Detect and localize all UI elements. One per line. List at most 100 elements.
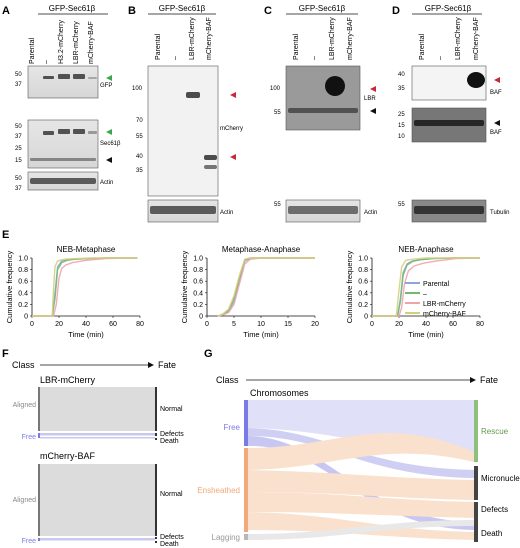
panel-b-lbr-band bbox=[186, 92, 200, 98]
panel-f-fate-label: Fate bbox=[158, 360, 176, 370]
panel-c-lane-3: LBR-mCherry bbox=[329, 17, 336, 60]
panel-d-lane-2: – bbox=[437, 56, 444, 60]
y-tick-label: 1.0 bbox=[193, 256, 203, 263]
x-tick-label: 10 bbox=[257, 321, 265, 328]
flow-ensheathed-defects bbox=[248, 492, 474, 518]
panel-c-letter: C bbox=[264, 5, 272, 17]
panel-f-plot2-fate-death: Death bbox=[160, 541, 179, 548]
panel-a-sec61-bands bbox=[30, 129, 97, 161]
y-tick-label: 0.8 bbox=[358, 267, 368, 274]
y-tick-label: 0.6 bbox=[358, 279, 368, 286]
x-axis-label: Time (min) bbox=[408, 330, 444, 339]
panel-g-title: Chromosomes bbox=[250, 388, 309, 398]
panel-c: C GFP-Sec61β Parental – LBR-mCherry mChe… bbox=[264, 4, 377, 223]
flow-ensheathed-rescue bbox=[248, 433, 474, 470]
panel-b-marker-40: 40 bbox=[136, 154, 143, 160]
y-tick-label: 0 bbox=[364, 314, 368, 321]
chart-title: NEB-Anaphase bbox=[398, 245, 454, 254]
panel-g-letter: G bbox=[204, 348, 213, 360]
y-tick-label: 0.8 bbox=[193, 267, 203, 274]
x-tick-label: 20 bbox=[311, 321, 319, 328]
y-tick-label: 0 bbox=[199, 314, 203, 321]
panel-d-lanes: Parental – LBR-mCherry mCherry-BAF bbox=[419, 17, 480, 60]
panel-d-header: GFP-Sec61β bbox=[425, 4, 472, 13]
panel-d-letter: D bbox=[392, 5, 400, 17]
panel-d-endogenous-baf-band bbox=[414, 120, 484, 126]
x-tick-label: 5 bbox=[232, 321, 236, 328]
y-axis-label: Cumulative frequency bbox=[5, 250, 14, 323]
panel-f-letter: F bbox=[2, 348, 9, 360]
x-tick-label: 0 bbox=[205, 321, 209, 328]
panel-b-letter: B bbox=[128, 5, 136, 17]
panel-c-lbr-band bbox=[325, 76, 345, 96]
panel-f-plot2-node-normal bbox=[155, 464, 157, 536]
panel-f-plot2-fate-defects: Defects bbox=[160, 534, 184, 541]
panel-g-node-micronuclei bbox=[474, 466, 478, 500]
panel-f-plot2-node-aligned bbox=[38, 464, 40, 536]
series-line-mcherry-baf bbox=[32, 257, 138, 317]
panel-a-marker-15b: 15 bbox=[15, 158, 22, 164]
panel-b-lanes: Parental – LBR-mCherry mCherry-BAF bbox=[155, 17, 213, 60]
panel-a-marker-50a: 50 bbox=[15, 72, 22, 78]
panel-f-plot2-flow-free bbox=[40, 538, 155, 541]
red-arrow-icon bbox=[370, 86, 376, 92]
panel-f-plot1-node-free bbox=[38, 433, 40, 438]
panel-d-marker-25: 25 bbox=[398, 112, 405, 118]
panel-d-marker-35: 35 bbox=[398, 86, 405, 92]
panel-f-plot2-class-aligned: Aligned bbox=[13, 497, 36, 504]
panel-e-letter: E bbox=[2, 229, 9, 241]
panel-d: D GFP-Sec61β Parental – LBR-mCherry mChe… bbox=[392, 4, 509, 223]
panel-a-blot-sec61-label: Sec61β bbox=[100, 141, 121, 147]
panel-g-fate-micronuclei: Micronuclei bbox=[481, 474, 520, 483]
panel-b-marker-70: 70 bbox=[136, 118, 143, 124]
panel-d-lane-4: mCherry-BAF bbox=[473, 17, 480, 60]
x-tick-label: 20 bbox=[395, 321, 403, 328]
x-tick-label: 15 bbox=[284, 321, 292, 328]
panel-c-lane-4: mCherry-BAF bbox=[347, 17, 354, 60]
y-tick-label: 0.2 bbox=[18, 302, 28, 309]
panel-g-node-lagging bbox=[244, 534, 248, 540]
panel-f-plot2-node-defects bbox=[155, 537, 157, 539]
panel-f-plot1-fate-death: Death bbox=[160, 438, 179, 445]
panel-e: E NEB-Metaphase 0 0.2 0.4 0.6 0.8 1.0 0 20 40 60 80… bbox=[2, 229, 484, 339]
x-tick-label: 80 bbox=[136, 321, 144, 328]
panel-b-blot-actin-label: Actin bbox=[220, 210, 233, 216]
panel-d-baf-band bbox=[467, 72, 485, 88]
panel-g-node-rescue bbox=[474, 400, 478, 462]
panel-b-header: GFP-Sec61β bbox=[159, 4, 206, 13]
panel-g-class-free: Free bbox=[224, 423, 241, 432]
panel-f-plot1-flow-aligned bbox=[40, 387, 155, 431]
panel-d-marker-40: 40 bbox=[398, 72, 405, 78]
panel-b-marker-55: 55 bbox=[136, 134, 143, 140]
y-tick-label: 1.0 bbox=[18, 256, 28, 263]
panel-g-node-free bbox=[244, 400, 248, 446]
panel-f-plot2-class-free: Free bbox=[22, 538, 37, 545]
panel-c-lanes: Parental – LBR-mCherry mCherry-BAF bbox=[293, 17, 354, 60]
panel-f: F Class Fate LBR-mCherry Aligned Free No… bbox=[2, 348, 184, 548]
red-arrow-icon bbox=[494, 77, 500, 83]
panel-b-lane-3: LBR-mCherry bbox=[189, 17, 196, 60]
chart-neb-metaphase: NEB-Metaphase 0 0.2 0.4 0.6 0.8 1.0 0 20 40 60 80 Ti… bbox=[5, 245, 144, 339]
flow-lagging bbox=[248, 520, 474, 540]
panel-a-lanes: Parental – H3.2-mCherry LBR-mCherry mChe… bbox=[29, 20, 95, 64]
panel-f-plot1-node-normal bbox=[155, 387, 157, 431]
panel-a-lane-2: – bbox=[43, 60, 50, 64]
y-axis-label: Cumulative frequency bbox=[180, 250, 189, 323]
panel-f-plot2-node-death bbox=[155, 541, 157, 543]
panel-c-lane-2: – bbox=[311, 56, 318, 60]
flow-ensheathed-micronuclei bbox=[248, 470, 474, 500]
panel-a-blot-sec61 bbox=[27, 119, 99, 169]
panel-f-plot2-flow-aligned bbox=[40, 464, 155, 536]
panel-a-marker-37c: 37 bbox=[15, 186, 22, 192]
x-tick-label: 0 bbox=[370, 321, 374, 328]
series-line-lbr-mcherry bbox=[32, 257, 138, 317]
x-tick-label: 40 bbox=[422, 321, 430, 328]
y-tick-label: 0.2 bbox=[358, 302, 368, 309]
x-axis-label: Time (min) bbox=[243, 330, 279, 339]
y-tick-label: 0.6 bbox=[18, 279, 28, 286]
panel-f-plot1-title: LBR-mCherry bbox=[40, 375, 96, 385]
panel-g-node-death bbox=[474, 520, 478, 542]
panel-d-tubulin-band bbox=[414, 206, 484, 214]
series-line-lbr-mcherry bbox=[217, 257, 315, 317]
